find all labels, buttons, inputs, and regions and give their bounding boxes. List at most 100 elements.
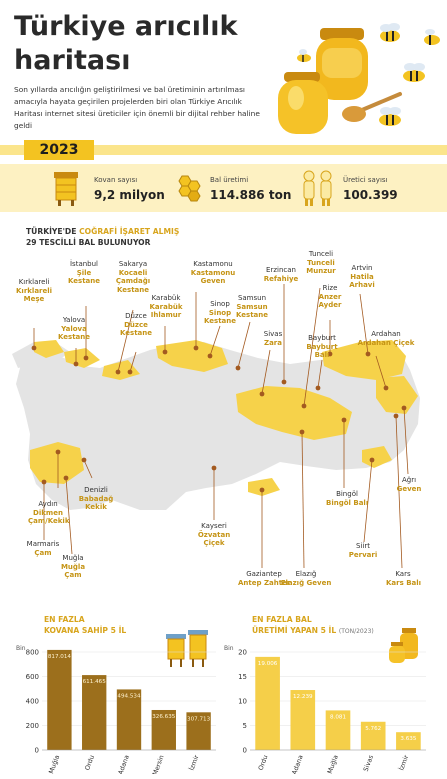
x-tick-label: Mersin bbox=[151, 754, 166, 774]
y-tick-label: 20 bbox=[238, 649, 247, 657]
beehives-icon bbox=[166, 630, 208, 667]
honeycomb-icon bbox=[178, 175, 201, 202]
bar-Ordu bbox=[255, 656, 280, 750]
map-label-yalova: Yalova Yalova Kestane bbox=[57, 316, 91, 341]
bar-value-label: 611.465 bbox=[83, 679, 107, 685]
y-tick-label: 400 bbox=[26, 698, 39, 706]
y-tick-label: 200 bbox=[26, 722, 39, 730]
stat-producer-count: Üretici sayısı 100.399 bbox=[295, 164, 447, 212]
bee-icon bbox=[403, 63, 425, 82]
map-heading-highlight: COĞRAFİ İŞARET ALMIŞ bbox=[79, 227, 180, 236]
honey-jar-illustration bbox=[278, 23, 440, 134]
turkey-map-shape bbox=[12, 284, 420, 569]
year-band-bar bbox=[0, 145, 447, 155]
region-istanbul bbox=[64, 348, 100, 368]
x-tick-label: İzmir bbox=[187, 753, 201, 771]
stat-value: 9,2 milyon bbox=[94, 188, 165, 202]
region-bingol bbox=[362, 446, 392, 468]
y-tick-label: 600 bbox=[26, 673, 39, 681]
y-axis-label: Bin bbox=[224, 645, 234, 652]
bar-Adana bbox=[116, 689, 142, 750]
beehive-icon bbox=[54, 172, 78, 206]
stats-strip: Kovan sayısı 9,2 milyon Bal üretimi 114.… bbox=[0, 164, 447, 212]
map-label-kastamonu: Kastamonu Kastamonu Geven bbox=[190, 260, 236, 285]
bar-Mersin bbox=[151, 709, 176, 750]
map-label-mugla: Muğla Muğla Çam bbox=[60, 554, 86, 579]
map-label-sakarya: Sakarya Kocaeli Çamdağı Kestane bbox=[115, 260, 151, 294]
map-label-denizli: Denizli Babadağ Kekik bbox=[78, 486, 114, 511]
y-axis-label: Bin bbox=[16, 645, 26, 652]
map-label-sinop: Sinop Sinop Kestane bbox=[203, 300, 237, 325]
stat-label: Kovan sayısı bbox=[94, 176, 138, 184]
map-label-marmaris: Marmaris Çam bbox=[26, 540, 60, 557]
bar-value-label: 19.006 bbox=[258, 661, 278, 667]
x-tick-label: Ordu bbox=[83, 754, 96, 771]
region-kocaeli-sakarya bbox=[102, 360, 140, 380]
bar-Muğla bbox=[47, 649, 72, 750]
x-tick-label: Sivas bbox=[362, 753, 376, 772]
map-label-istanbul: İstanbul Şile Kestane bbox=[67, 260, 101, 285]
map-label-artvin: Artvin Hatila Arhavi bbox=[349, 264, 375, 289]
y-tick-label: 800 bbox=[26, 649, 39, 657]
x-tick-label: Ordu bbox=[257, 754, 270, 771]
map-label-kirklareli: Kırklareli Kırklareli Meşe bbox=[16, 278, 53, 303]
x-tick-label: Muğla bbox=[326, 754, 340, 774]
bar-value-label: 494.534 bbox=[117, 693, 141, 699]
bee-icon bbox=[297, 49, 311, 62]
turkey-honey-map: Kırklareli Kırklareli Meşe İstanbul Şile… bbox=[0, 248, 447, 600]
honey-jar-large bbox=[316, 28, 368, 100]
page-title: Türkiye arıcılık haritası bbox=[14, 11, 238, 76]
year-band: 2023 bbox=[0, 140, 447, 160]
y-tick-label: 0 bbox=[35, 747, 39, 755]
map-label-samsun: Samsun Samsun Kestane bbox=[235, 294, 269, 319]
y-tick-label: 15 bbox=[238, 673, 247, 681]
turkey-outline bbox=[16, 342, 420, 510]
bar-value-label: 8.081 bbox=[330, 714, 346, 720]
region-aegean bbox=[30, 442, 84, 484]
honey-production-chart: Bin 0 5 10 15 20 19.006 Ordu 12.239 Adana 8.081 Muğ… bbox=[224, 645, 426, 774]
bee-icon bbox=[380, 23, 400, 42]
map-label-tunceli: Tunceli Tunceli Munzur bbox=[306, 250, 336, 275]
map-label-aydin: Aydın Dikmen Çam/Kekik bbox=[28, 500, 70, 525]
x-tick-label: Muğla bbox=[47, 754, 61, 774]
stat-hive-count: Kovan sayısı 9,2 milyon bbox=[0, 164, 165, 212]
bar-value-label: 326.635 bbox=[152, 714, 176, 720]
y-tick-label: 0 bbox=[243, 747, 247, 755]
hive-section-title: EN FAZLA KOVANA SAHİP 5 İL bbox=[44, 615, 127, 635]
year-badge: 2023 bbox=[24, 140, 94, 160]
bar-value-label: 817.014 bbox=[48, 654, 72, 660]
bar-Ordu bbox=[82, 675, 107, 750]
map-heading-line2: 29 TESCİLLİ BAL BULUNUYOR bbox=[26, 238, 151, 247]
x-tick-label: Adana bbox=[290, 754, 304, 774]
region-ardahan-kars bbox=[376, 376, 418, 414]
bar-value-label: 12.239 bbox=[293, 694, 313, 700]
bar-İzmir bbox=[396, 732, 421, 750]
honey-jars-icon bbox=[389, 628, 418, 663]
map-label-kars: Kars Kars Balı bbox=[386, 570, 422, 587]
bar-value-label: 307.713 bbox=[187, 716, 211, 722]
intro-text: Son yıllarda arıcılığın geliştirilmesi v… bbox=[14, 85, 260, 130]
x-tick-label: İzmir bbox=[396, 753, 410, 771]
stat-honey-production: Bal üretimi 114.886 ton bbox=[160, 164, 295, 212]
bee-icon bbox=[379, 107, 401, 126]
region-kirklareli bbox=[34, 340, 64, 358]
x-tick-label: Adana bbox=[116, 754, 130, 774]
region-east-anatolia bbox=[236, 386, 352, 440]
stat-value: 114.886 ton bbox=[210, 188, 292, 202]
map-label-rize: Rize Anzer Ayder bbox=[318, 284, 342, 309]
map-pins bbox=[31, 284, 409, 569]
map-heading-prefix: TÜRKİYE'DE bbox=[26, 227, 80, 236]
bar-value-label: 3.635 bbox=[400, 736, 416, 742]
region-gaziantep bbox=[248, 478, 280, 496]
bar-Muğla bbox=[325, 710, 351, 750]
honey-jar-small bbox=[278, 72, 328, 134]
map-label-erzincan: Erzincan Refahiye bbox=[263, 266, 299, 283]
map-label-sivas: Sivas Zara bbox=[263, 330, 283, 347]
map-label-karabuk: Karabük Karabük Ihlamur bbox=[149, 294, 183, 319]
bar-Sivas bbox=[360, 721, 386, 750]
map-label-gaziantep: Gaziantep Antep Zahter bbox=[238, 570, 291, 587]
map-label-bingol: Bingöl Bingöl Balı bbox=[326, 490, 369, 507]
map-heading: TÜRKİYE'DE COĞRAFİ İŞARET ALMIŞ 29 TESCİ… bbox=[26, 226, 179, 248]
bar-İzmir bbox=[186, 712, 211, 750]
map-label-ardahan: Ardahan Ardahan Çiçek bbox=[357, 330, 415, 347]
